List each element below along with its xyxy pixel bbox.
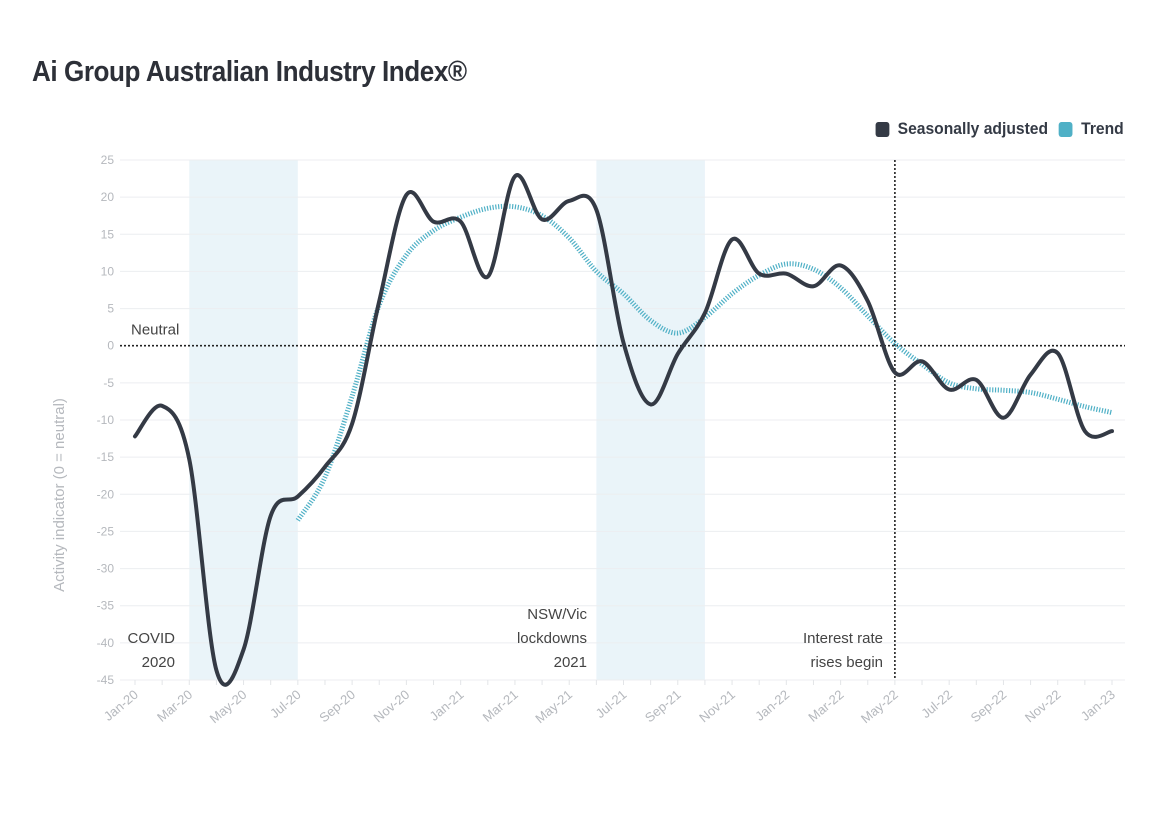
lockdowns-label: NSW/Vic <box>527 606 587 623</box>
x-tick-label: Mar-22 <box>805 687 846 725</box>
chart-title: Ai Group Australian Industry Index® <box>32 56 467 88</box>
x-tick-label: Mar-21 <box>480 687 521 725</box>
x-tick-label: Mar-20 <box>154 687 195 725</box>
y-tick-label: -5 <box>103 376 114 390</box>
y-tick-label: -40 <box>97 636 115 650</box>
lockdowns-label: 2021 <box>554 654 587 671</box>
rate-rises-label: rises begin <box>810 654 883 671</box>
x-tick-label: May-22 <box>858 687 901 726</box>
y-tick-label: 5 <box>107 302 114 316</box>
legend-swatch-trend <box>1059 121 1074 137</box>
x-tick-label: May-21 <box>532 687 575 726</box>
y-tick-label: 25 <box>101 153 115 167</box>
legend-label-seasonally-adjusted: Seasonally adjusted <box>897 119 1049 138</box>
covid-label: COVID <box>127 630 175 647</box>
legend: Seasonally adjusted Trend <box>875 119 1124 139</box>
y-tick-label: 20 <box>101 190 115 204</box>
x-tick-label: Nov-20 <box>371 687 413 725</box>
seasonally-adjusted-line <box>133 173 1114 687</box>
covid-label: 2020 <box>142 654 175 671</box>
lockdowns-label: lockdowns <box>517 630 587 647</box>
x-tick-label: May-20 <box>207 687 250 726</box>
y-tick-label: 0 <box>107 339 114 353</box>
y-tick-label: -45 <box>97 673 115 687</box>
x-tick-label: Jul-21 <box>593 687 630 721</box>
x-tick-label: Jan-20 <box>101 687 141 724</box>
y-axis-label: Activity indicator (0 = neutral) <box>51 398 68 592</box>
y-tick-label: -15 <box>97 450 115 464</box>
x-tick-label: Sep-21 <box>642 687 684 725</box>
neutral-label: Neutral <box>131 322 179 339</box>
y-tick-label: -30 <box>97 562 115 576</box>
y-tick-label: -20 <box>97 487 115 501</box>
x-tick-label: Jan-23 <box>1078 687 1118 724</box>
y-tick-label: -10 <box>97 413 115 427</box>
legend-label-trend: Trend <box>1081 119 1124 138</box>
x-tick-label: Sep-22 <box>968 687 1010 725</box>
y-tick-label: -35 <box>97 599 115 613</box>
x-tick-label: Jul-20 <box>267 687 304 721</box>
x-tick-label: Sep-20 <box>316 687 358 725</box>
rate-rises-label: Interest rate <box>803 630 883 647</box>
x-tick-label: Jan-22 <box>752 687 792 724</box>
y-tick-label: -25 <box>97 524 115 538</box>
y-tick-label: 10 <box>101 264 115 278</box>
x-tick-label: Nov-21 <box>696 687 738 725</box>
x-tick-label: Nov-22 <box>1022 687 1064 725</box>
y-tick-label: 15 <box>101 227 115 241</box>
x-tick-label: Jan-21 <box>427 687 467 724</box>
legend-swatch-seasonally-adjusted <box>875 121 890 137</box>
x-tick-label: Jul-22 <box>918 687 955 721</box>
